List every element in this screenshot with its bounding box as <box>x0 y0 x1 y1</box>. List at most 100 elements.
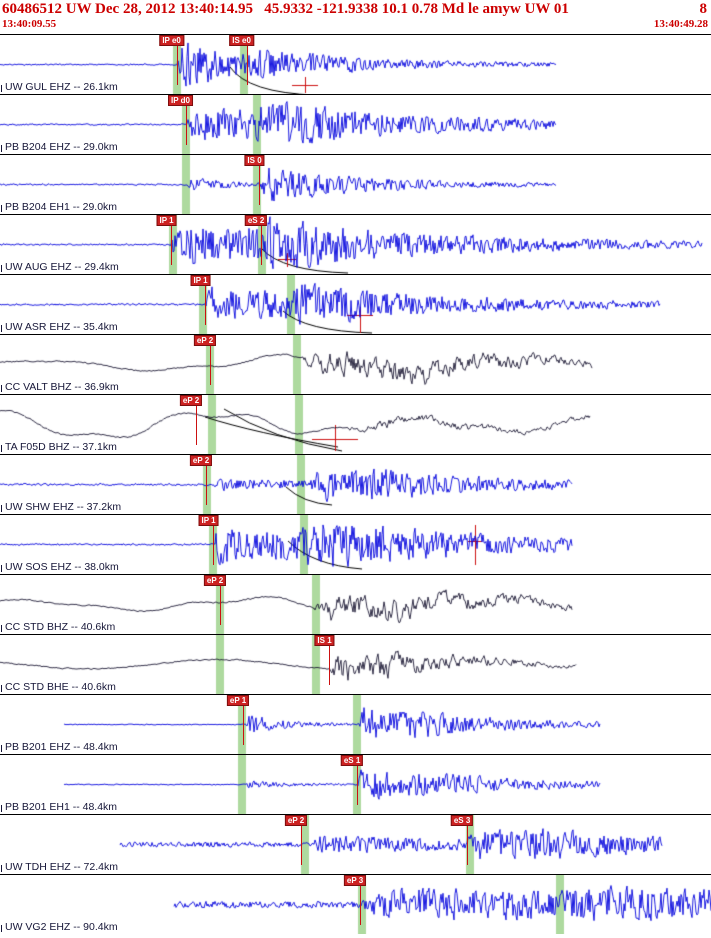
waveform-canvas[interactable] <box>0 35 711 94</box>
phase-pick-label[interactable]: IP 1 <box>156 215 177 226</box>
trace-panel: UW GUL EHZ -- 26.1km IP e0 IS e0 <box>0 34 711 94</box>
waveform-canvas[interactable] <box>0 335 711 394</box>
phase-pick-line[interactable] <box>206 455 207 505</box>
station-label: UW AUG EHZ -- 29.4km <box>5 261 119 273</box>
phase-pick-line[interactable] <box>171 215 172 265</box>
station-label: UW ASR EHZ -- 35.4km <box>5 321 118 333</box>
trace-panel: PB B204 EH1 -- 29.0km IS 0 <box>0 154 711 214</box>
baseline-tick <box>1 325 2 332</box>
phase-pick-label[interactable]: eP 2 <box>203 575 227 586</box>
phase-pick-label[interactable]: eS 3 <box>450 815 474 826</box>
baseline-tick <box>1 85 2 92</box>
waveform-canvas[interactable] <box>0 575 711 634</box>
trace-panel: PB B201 EH1 -- 48.4km eS 1 <box>0 754 711 814</box>
phase-pick-label[interactable]: eP 2 <box>179 395 203 406</box>
station-label: CC VALT BHZ -- 36.9km <box>5 381 119 393</box>
window-start-time: 13:40:09.55 <box>2 18 57 30</box>
phase-pick-label[interactable]: eS 2 <box>244 215 268 226</box>
station-label: PB B204 EH1 -- 29.0km <box>5 201 118 213</box>
phase-pick-line[interactable] <box>247 35 248 85</box>
waveform-canvas[interactable] <box>0 215 711 274</box>
phase-pick-line[interactable] <box>186 95 187 145</box>
phase-pick-label[interactable]: eS 1 <box>340 755 364 766</box>
phase-pick-label[interactable]: IS e0 <box>229 35 254 46</box>
phase-pick-line[interactable] <box>196 395 197 445</box>
baseline-tick <box>1 625 2 632</box>
phase-pick-label[interactable]: IS 0 <box>244 155 265 166</box>
baseline-tick <box>1 265 2 272</box>
trace-panel: TA F05D BHZ -- 37.1km eP 2 <box>0 394 711 454</box>
phase-pick-line[interactable] <box>213 515 214 565</box>
station-label: PB B201 EH1 -- 48.4km <box>5 801 118 813</box>
trace-panel: UW AUG EHZ -- 29.4km IP 1 eS 2 <box>0 214 711 274</box>
baseline-tick <box>1 445 2 452</box>
trace-panel: CC VALT BHZ -- 36.9km eP 2 <box>0 334 711 394</box>
phase-pick-label[interactable]: IS 1 <box>314 635 335 646</box>
phase-pick-line[interactable] <box>259 155 260 205</box>
header: 60486512 UW Dec 28, 2012 13:40:14.95 45.… <box>0 0 711 34</box>
phase-pick-line[interactable] <box>205 275 206 325</box>
trace-panel: UW ASR EHZ -- 35.4km IP 1 <box>0 274 711 334</box>
trace-panel: UW SHW EHZ -- 37.2km eP 2 <box>0 454 711 514</box>
station-label: PB B201 EHZ -- 48.4km <box>5 741 118 753</box>
station-label: UW GUL EHZ -- 26.1km <box>5 81 118 93</box>
waveform-canvas[interactable] <box>0 515 711 574</box>
trace-panel: PB B204 EHZ -- 29.0km IP d0 <box>0 94 711 154</box>
station-label: TA F05D BHZ -- 37.1km <box>5 441 117 453</box>
phase-pick-line[interactable] <box>220 575 221 625</box>
event-header-line: 60486512 UW Dec 28, 2012 13:40:14.95 45.… <box>0 0 711 18</box>
phase-pick-label[interactable]: IP 1 <box>198 515 219 526</box>
trace-panel: UW VG2 EHZ -- 90.4km eP 3 <box>0 874 711 934</box>
station-label: UW TDH EHZ -- 72.4km <box>5 861 118 873</box>
trace-panel: UW SOS EHZ -- 38.0km IP 1 <box>0 514 711 574</box>
baseline-tick <box>1 205 2 212</box>
station-label: UW SOS EHZ -- 38.0km <box>5 561 119 573</box>
station-label: CC STD BHE -- 40.6km <box>5 681 116 693</box>
time-window-line: 13:40:09.55 13:40:49.28 <box>0 18 711 30</box>
waveform-canvas[interactable] <box>0 395 711 454</box>
phase-pick-line[interactable] <box>467 815 468 865</box>
waveform-canvas[interactable] <box>0 155 711 214</box>
waveform-canvas[interactable] <box>0 275 711 334</box>
baseline-tick <box>1 145 2 152</box>
baseline-tick <box>1 805 2 812</box>
waveform-canvas[interactable] <box>0 695 711 754</box>
phase-pick-line[interactable] <box>360 875 361 925</box>
phase-pick-line[interactable] <box>210 335 211 385</box>
phase-pick-label[interactable]: eP 2 <box>193 335 217 346</box>
window-end-time: 13:40:49.28 <box>653 18 708 30</box>
trace-panel: PB B201 EHZ -- 48.4km eP 1 <box>0 694 711 754</box>
page-number: 8 <box>699 1 708 17</box>
baseline-tick <box>1 385 2 392</box>
phase-pick-label[interactable]: eP 2 <box>189 455 213 466</box>
phase-pick-label[interactable]: eP 1 <box>226 695 250 706</box>
waveform-canvas[interactable] <box>0 635 711 694</box>
waveform-canvas[interactable] <box>0 455 711 514</box>
phase-pick-line[interactable] <box>301 815 302 865</box>
waveform-canvas[interactable] <box>0 95 711 154</box>
baseline-tick <box>1 745 2 752</box>
station-label: PB B204 EHZ -- 29.0km <box>5 141 118 153</box>
phase-pick-line[interactable] <box>177 35 178 85</box>
phase-pick-line[interactable] <box>329 635 330 685</box>
trace-list: UW GUL EHZ -- 26.1km IP e0 IS e0 PB B204 … <box>0 34 711 934</box>
phase-pick-line[interactable] <box>243 695 244 745</box>
phase-pick-line[interactable] <box>261 215 262 265</box>
station-label: UW VG2 EHZ -- 90.4km <box>5 921 118 933</box>
trace-panel: CC STD BHE -- 40.6km IS 1 <box>0 634 711 694</box>
phase-pick-label[interactable]: IP d0 <box>168 95 193 106</box>
baseline-tick <box>1 565 2 572</box>
waveform-canvas[interactable] <box>0 815 711 874</box>
phase-pick-label[interactable]: eP 3 <box>343 875 367 886</box>
phase-pick-label[interactable]: eP 2 <box>284 815 308 826</box>
event-summary: 60486512 UW Dec 28, 2012 13:40:14.95 45.… <box>2 1 569 17</box>
phase-pick-label[interactable]: IP 1 <box>190 275 211 286</box>
phase-pick-label[interactable]: IP e0 <box>159 35 184 46</box>
trace-panel: UW TDH EHZ -- 72.4km eP 2 eS 3 <box>0 814 711 874</box>
baseline-tick <box>1 865 2 872</box>
station-label: UW SHW EHZ -- 37.2km <box>5 501 122 513</box>
phase-pick-line[interactable] <box>357 755 358 805</box>
baseline-tick <box>1 685 2 692</box>
trace-panel: CC STD BHZ -- 40.6km eP 2 <box>0 574 711 634</box>
baseline-tick <box>1 925 2 932</box>
